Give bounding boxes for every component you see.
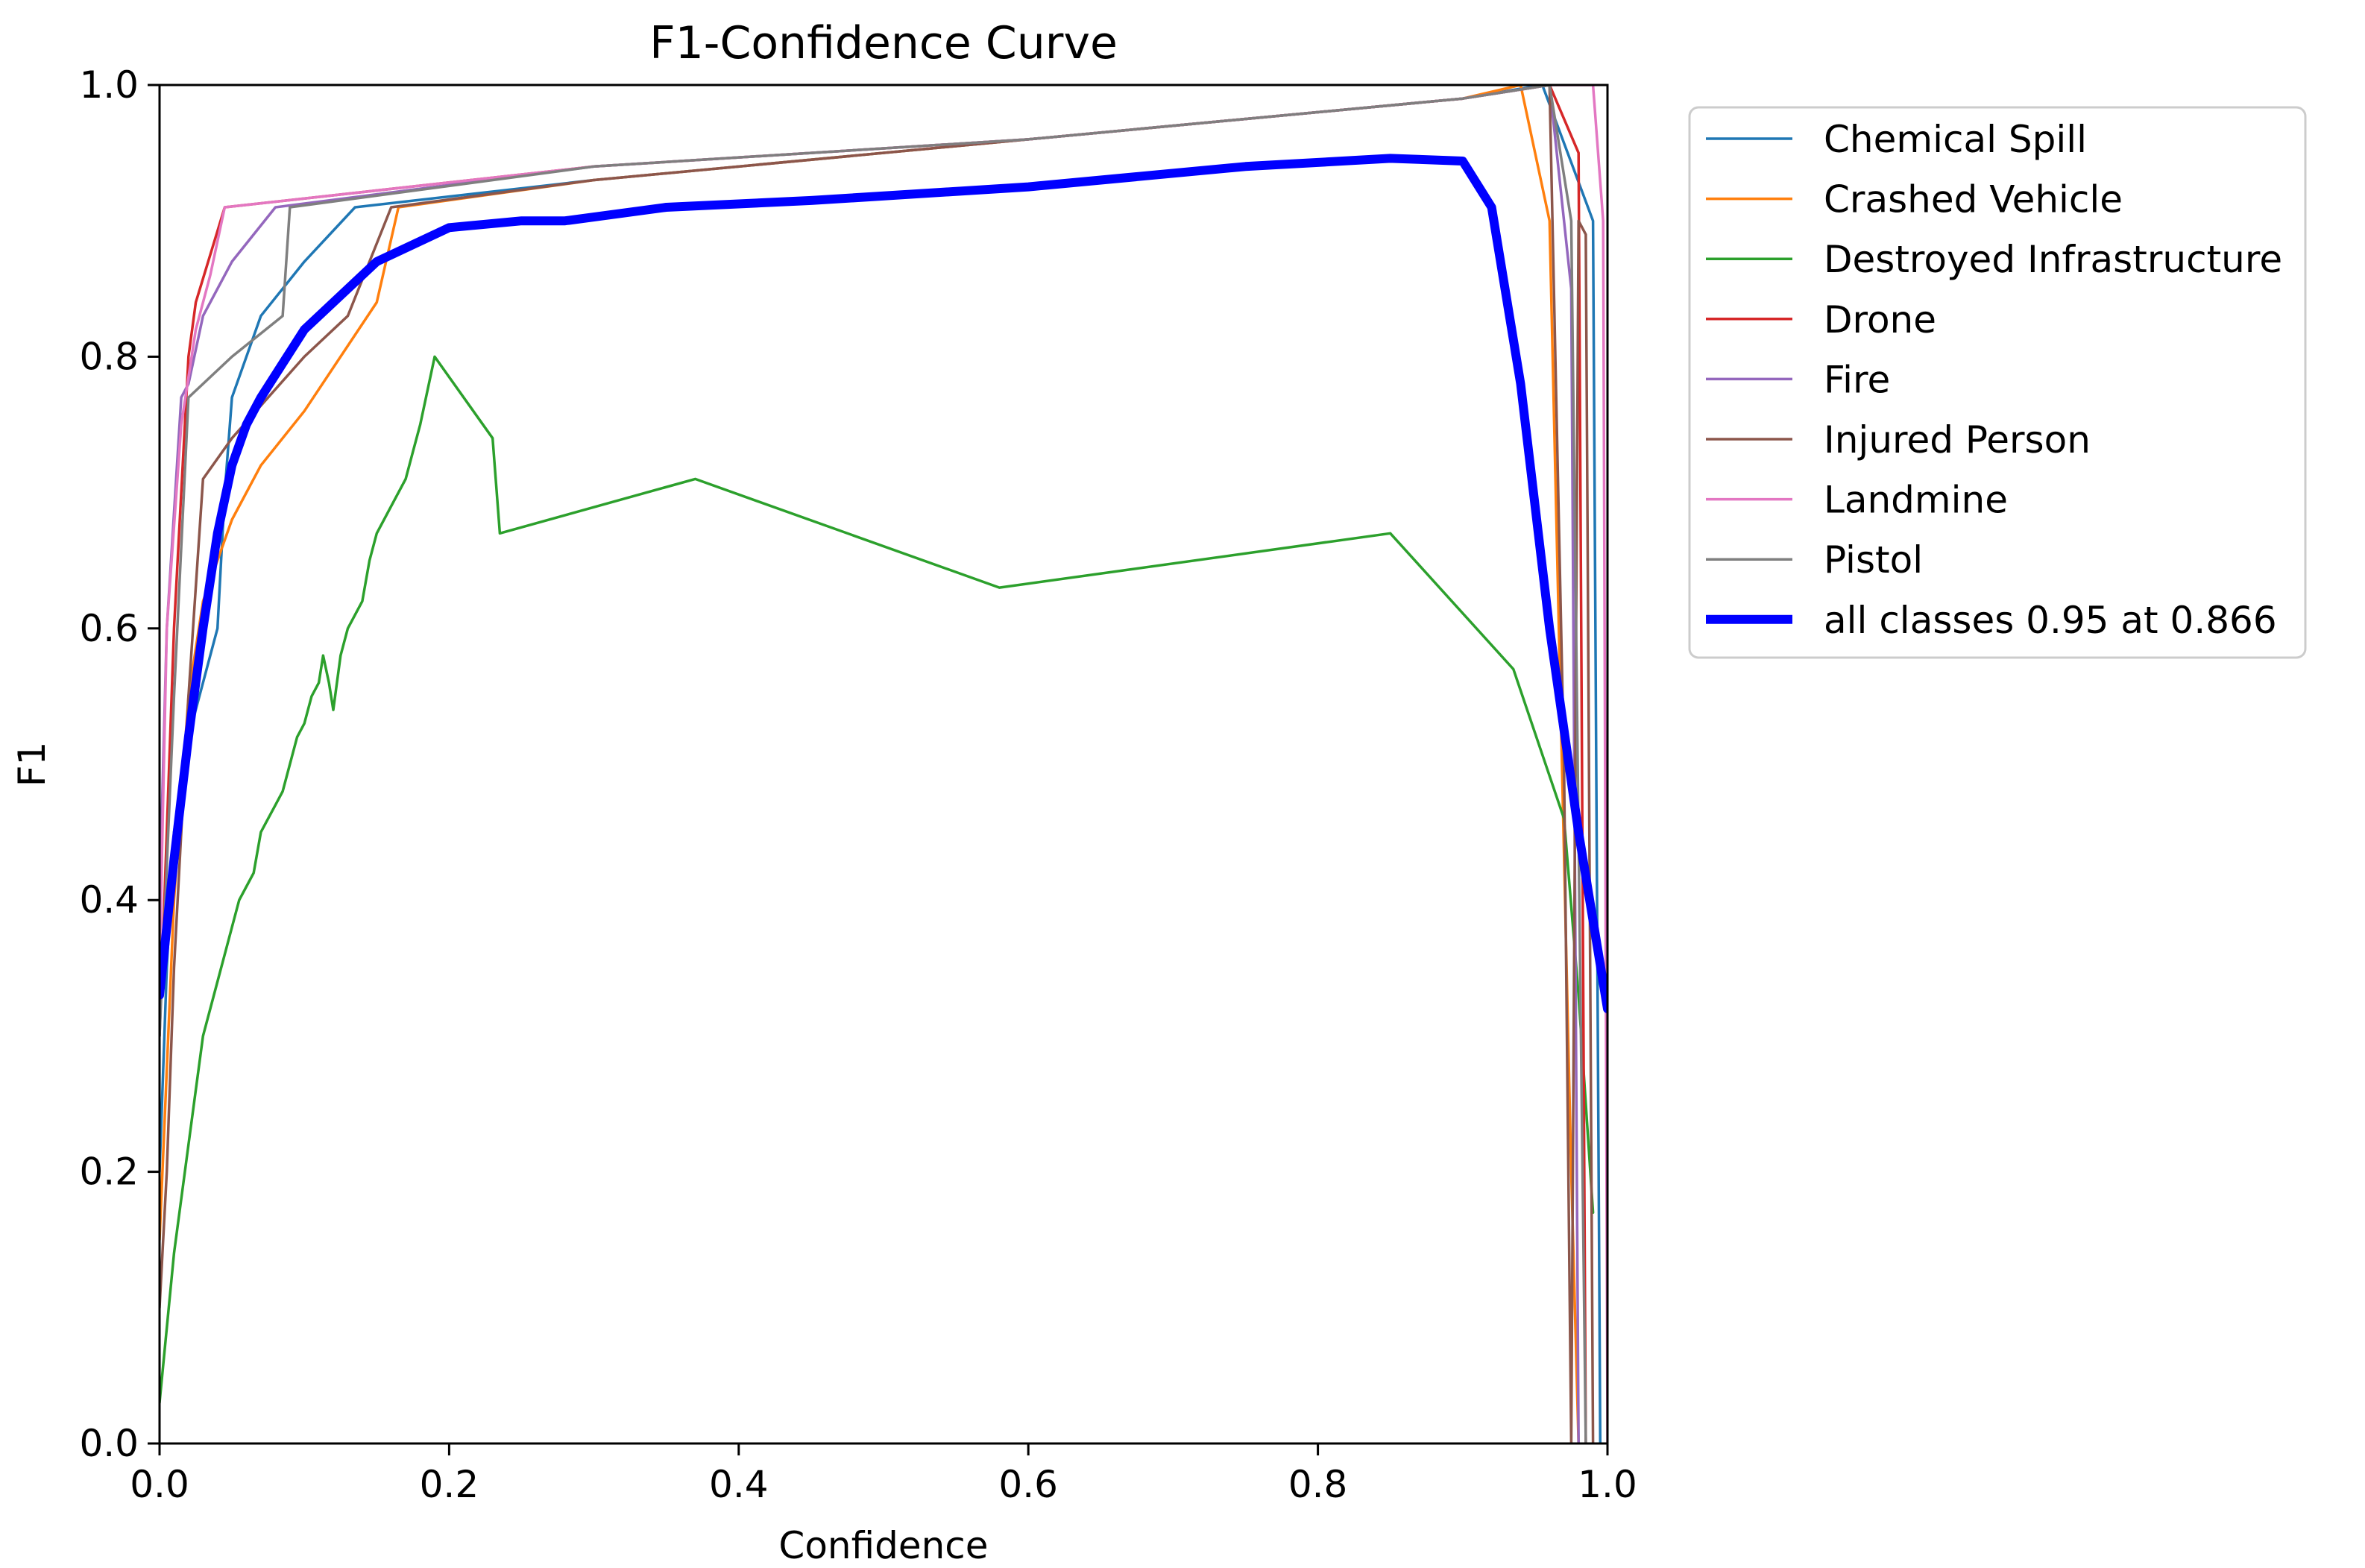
series-layer xyxy=(160,85,1607,1443)
x-tick-label: 0.8 xyxy=(1288,1463,1348,1506)
series-line-pistol xyxy=(160,85,1587,1443)
legend-label-all-classes-0-95-at-0-866: all classes 0.95 at 0.866 xyxy=(1824,599,2277,642)
series-line-all-classes-0-95-at-0-866 xyxy=(160,154,1607,1013)
y-tick-label: 0.2 xyxy=(79,1150,139,1194)
legend-label-pistol: Pistol xyxy=(1824,538,1923,582)
y-tick-label: 0.6 xyxy=(79,607,139,650)
axis-ticks: 0.0 0.2 0.4 0.6 0.8 1.0 0.0 0.2 0.4 0.6 0.8 1.0 xyxy=(79,63,1637,1506)
legend: Chemical Spill Crashed Vehicle Destroyed I… xyxy=(1688,106,2307,659)
legend-label-fire: Fire xyxy=(1824,358,1890,401)
x-tick-label: 0.4 xyxy=(709,1463,769,1506)
legend-label-landmine: Landmine xyxy=(1824,479,2008,522)
x-tick-label: 0.2 xyxy=(420,1463,479,1506)
plot-frame xyxy=(158,84,1609,1445)
legend-box xyxy=(1688,106,2307,659)
x-axis-label: Confidence xyxy=(778,1524,988,1567)
legend-label-crashed-vehicle: Crashed Vehicle xyxy=(1824,178,2123,221)
y-tick-label: 0.8 xyxy=(79,335,139,378)
y-tick-label: 0.4 xyxy=(79,878,139,922)
legend-label-chemical-spill: Chemical Spill xyxy=(1824,118,2087,161)
y-tick-label: 1.0 xyxy=(79,63,139,107)
x-tick-label: 0.6 xyxy=(998,1463,1058,1506)
series-line-fire xyxy=(160,85,1580,1443)
legend-label-drone: Drone xyxy=(1824,298,1936,341)
x-tick-label: 0.0 xyxy=(130,1463,189,1506)
legend-label-destroyed-infrastructure: Destroyed Infrastructure xyxy=(1824,238,2282,281)
chart-title: F1-Confidence Curve xyxy=(649,17,1118,69)
legend-label-injured-person: Injured Person xyxy=(1824,418,2091,462)
y-tick-label: 0.0 xyxy=(79,1422,139,1465)
series-line-destroyed-infrastructure xyxy=(160,355,1595,1405)
x-tick-label: 1.0 xyxy=(1578,1463,1637,1506)
y-axis-label: F1 xyxy=(10,742,54,787)
